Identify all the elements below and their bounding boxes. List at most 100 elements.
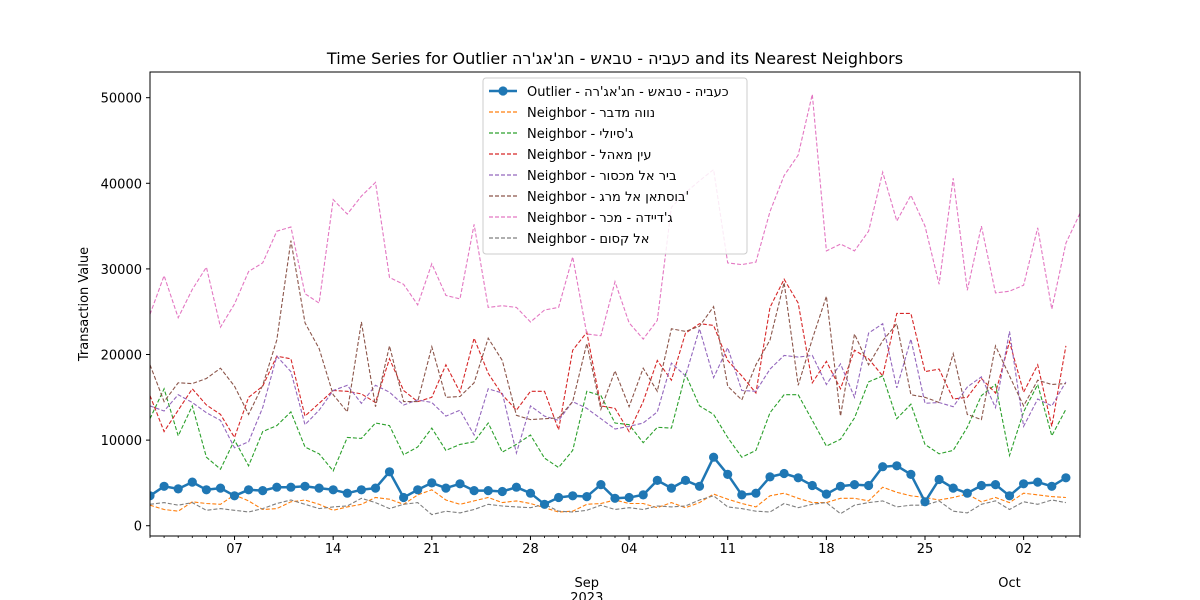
data-point-outlier <box>356 485 366 495</box>
x-year-label: 2023 <box>570 591 603 600</box>
data-point-outlier <box>525 488 536 498</box>
y-axis-title: Transaction Value <box>77 247 92 362</box>
legend-label: Neighbor - עין מאהל <box>527 148 651 163</box>
data-point-outlier <box>920 497 930 507</box>
data-point-outlier <box>1061 473 1071 483</box>
y-tick-label: 30000 <box>101 263 142 278</box>
data-point-outlier <box>878 462 888 472</box>
legend-label: Neighbor - בוסתאן אל מרג' <box>527 190 689 205</box>
legend-label: Neighbor - ביר אל מכסור <box>527 169 676 184</box>
x-tick-label: 21 <box>424 542 441 557</box>
data-point-outlier <box>835 481 846 491</box>
data-point-outlier <box>314 483 324 493</box>
y-tick-label: 10000 <box>101 434 142 449</box>
legend-label: Outlier - כעביה - טבאש - חג'אג'רה <box>527 85 729 100</box>
series-layer <box>150 94 1080 516</box>
data-point-outlier <box>370 483 381 493</box>
x-tick-label: 25 <box>917 542 934 557</box>
series-line-neighbor <box>150 372 1067 472</box>
x-tick-label: 14 <box>325 542 342 557</box>
data-point-outlier <box>610 493 620 503</box>
x-tick-label: 07 <box>226 542 243 557</box>
data-point-outlier <box>469 486 479 496</box>
data-point-outlier <box>286 482 296 492</box>
y-tick-label: 20000 <box>101 349 142 364</box>
data-point-outlier <box>779 468 789 479</box>
data-point-outlier <box>892 461 902 471</box>
data-point-outlier <box>427 478 437 488</box>
series-line-neighbor <box>150 278 1067 439</box>
series-2 <box>150 372 1067 472</box>
data-point-outlier <box>990 480 1001 490</box>
data-point-outlier <box>751 488 761 498</box>
data-point-outlier <box>1033 477 1043 487</box>
data-point-outlier <box>258 486 268 496</box>
data-point-outlier <box>1019 479 1029 489</box>
data-point-outlier <box>638 490 648 500</box>
x-tick-label: 04 <box>621 542 638 557</box>
data-point-outlier <box>624 492 634 503</box>
data-point-outlier <box>568 491 578 501</box>
data-point-outlier <box>948 483 958 493</box>
data-point-outlier <box>159 481 169 491</box>
data-point-outlier <box>849 480 860 490</box>
data-point-outlier <box>554 492 564 503</box>
data-point-outlier <box>694 481 705 491</box>
data-point-outlier <box>441 483 451 493</box>
data-point-outlier <box>384 467 395 477</box>
y-axis: 0 10000 20000 30000 40000 50000 <box>101 92 150 535</box>
data-point-outlier <box>455 479 465 489</box>
series-0 <box>150 452 1071 509</box>
data-point-outlier <box>150 491 155 501</box>
legend-label: Neighbor - אל קסום <box>527 232 649 247</box>
data-point-outlier <box>765 472 775 482</box>
data-point-outlier <box>906 469 916 479</box>
data-point-outlier <box>1004 491 1015 501</box>
data-point-outlier <box>497 486 507 497</box>
legend-label: Neighbor - נווה מדבר <box>527 106 655 121</box>
x-month-label: Oct <box>998 576 1020 591</box>
series-line-neighbor <box>150 240 1066 421</box>
series-7 <box>150 495 1066 516</box>
data-point-outlier <box>413 485 423 495</box>
data-point-outlier <box>328 485 338 495</box>
legend-swatch-marker <box>498 86 508 96</box>
series-4 <box>150 322 1067 456</box>
series-line-neighbor <box>150 94 1080 340</box>
data-point-outlier <box>272 482 282 492</box>
data-point-outlier <box>244 485 254 495</box>
data-point-outlier <box>737 490 747 500</box>
legend-label: Neighbor - ג'דיידה - מכר <box>527 211 673 226</box>
series-line-neighbor <box>150 495 1066 516</box>
data-point-outlier <box>187 477 197 487</box>
data-point-outlier <box>680 475 691 485</box>
series-6 <box>150 94 1080 340</box>
legend-label: Neighbor - ג'סיולי <box>527 127 633 142</box>
series-line-outlier <box>150 455 1067 506</box>
data-point-outlier <box>864 480 874 491</box>
series-3 <box>150 278 1067 439</box>
data-point-outlier <box>399 492 409 503</box>
data-point-outlier <box>934 474 944 485</box>
data-point-outlier <box>300 481 310 491</box>
y-tick-label: 0 <box>134 520 142 535</box>
legend: Outlier - כעביה - טבאש - חג'אג'רה Neighbo… <box>482 77 748 255</box>
data-point-outlier <box>483 486 493 496</box>
data-point-outlier <box>1047 481 1057 491</box>
data-point-outlier <box>807 480 817 491</box>
chart-title: Time Series for Outlier כעביה - טבאש - ח… <box>326 49 903 68</box>
x-month-label: Sep <box>575 576 600 591</box>
legend-box <box>482 77 748 255</box>
data-point-outlier <box>229 491 240 501</box>
series-line-neighbor <box>150 486 1066 513</box>
data-point-outlier <box>596 480 606 490</box>
series-5 <box>150 240 1066 421</box>
data-point-outlier <box>511 482 521 492</box>
data-point-outlier <box>201 485 211 495</box>
data-point-outlier <box>652 475 662 485</box>
x-tick-label: 02 <box>1015 542 1032 557</box>
series-1 <box>150 486 1066 513</box>
data-point-outlier <box>962 488 972 498</box>
data-point-outlier <box>821 489 832 499</box>
y-tick-label: 40000 <box>101 177 142 192</box>
